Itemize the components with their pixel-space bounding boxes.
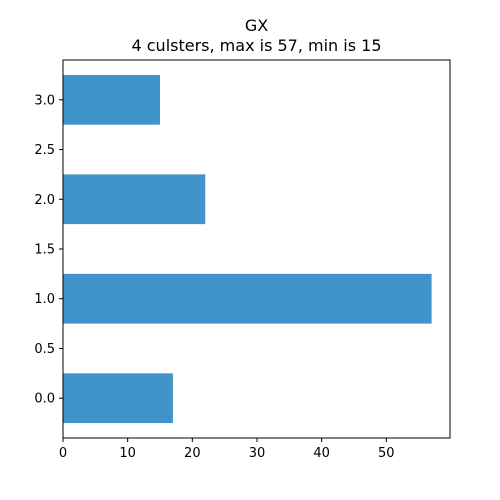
y-axis: 0.0 0.5 1.0 1.5 2.0 2.5 3.0 bbox=[34, 93, 63, 407]
bar-0 bbox=[63, 373, 173, 424]
x-tick-label: 40 bbox=[313, 446, 330, 461]
chart-subtitle: 4 culsters, max is 57, min is 15 bbox=[131, 36, 381, 55]
x-tick-label: 30 bbox=[249, 446, 266, 461]
y-tick-label: 0.0 bbox=[34, 392, 55, 407]
x-tick-label: 20 bbox=[184, 446, 201, 461]
y-tick-label: 2.0 bbox=[34, 193, 55, 208]
x-tick-label: 50 bbox=[378, 446, 395, 461]
y-tick-label: 2.5 bbox=[34, 143, 55, 158]
bar-3 bbox=[63, 74, 160, 125]
x-tick-label: 10 bbox=[119, 446, 136, 461]
y-tick-label: 0.5 bbox=[34, 342, 55, 357]
x-tick-label: 0 bbox=[59, 446, 67, 461]
y-tick-label: 1.0 bbox=[34, 292, 55, 307]
y-tick-label: 1.5 bbox=[34, 243, 55, 258]
y-tick-label: 3.0 bbox=[34, 93, 55, 108]
bars-group bbox=[63, 74, 432, 424]
chart-title: GX bbox=[245, 16, 268, 35]
bar-2 bbox=[63, 174, 206, 225]
bar-1 bbox=[63, 273, 432, 324]
x-axis: 0 10 20 30 40 50 bbox=[59, 438, 395, 461]
